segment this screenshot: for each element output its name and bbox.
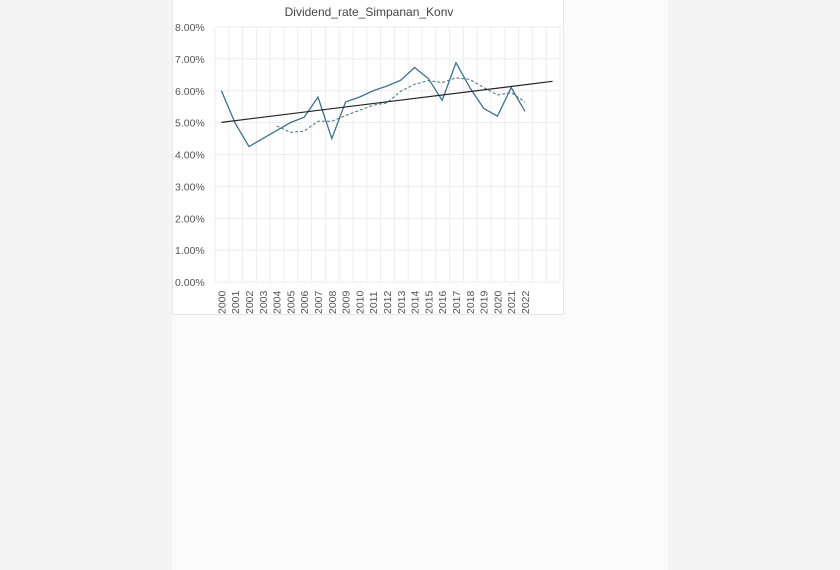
y-tick-label: 7.00% [175,54,205,66]
line-chart: Dividend_rate_Simpanan_Konv 0.00% 1.00% 2.… [175,5,561,314]
chart-title: Dividend_rate_Simpanan_Konv [285,5,454,19]
x-tick-label: 2002 [244,290,256,314]
x-tick-label: 2020 [492,290,504,314]
x-tick-label: 2004 [272,290,284,314]
x-tick-label: 2005 [285,290,297,314]
x-tick-label: 2007 [313,290,325,314]
x-tick-label: 2003 [258,290,270,314]
y-tick-label: 6.00% [175,86,205,98]
x-tick-label: 2019 [479,290,491,314]
x-tick-label: 2001 [230,290,242,314]
x-tick-label: 2014 [410,290,422,314]
x-tick-label: 2013 [396,290,408,314]
x-tick-label: 2015 [423,290,435,314]
x-tick-label: 2016 [437,290,449,314]
y-tick-label: 0.00% [175,277,205,289]
x-tick-label: 2006 [299,290,311,314]
x-tick-label: 2022 [520,290,532,314]
x-tick-label: 2000 [216,290,228,314]
x-tick-label: 2021 [506,290,518,314]
y-tick-label: 1.00% [175,245,205,257]
x-tick-label: 2012 [382,290,394,314]
trendline [221,80,553,123]
x-tick-label: 2009 [341,290,353,314]
x-tick-label: 2011 [368,291,380,314]
y-tick-label: 5.00% [175,118,205,130]
x-tick-label: 2017 [451,290,463,314]
series-line [220,61,526,148]
x-tick-label: 2008 [327,290,339,314]
x-tick-label: 2018 [465,290,477,314]
moving-average-line [276,77,526,133]
chart-container: Dividend_rate_Simpanan_Konv 0.00% 1.00% 2.… [172,0,564,315]
y-tick-label: 8.00% [175,22,205,34]
y-tick-label: 3.00% [175,181,205,193]
y-tick-label: 2.00% [175,213,205,225]
y-tick-label: 4.00% [175,150,205,162]
x-tick-label: 2010 [354,290,366,314]
